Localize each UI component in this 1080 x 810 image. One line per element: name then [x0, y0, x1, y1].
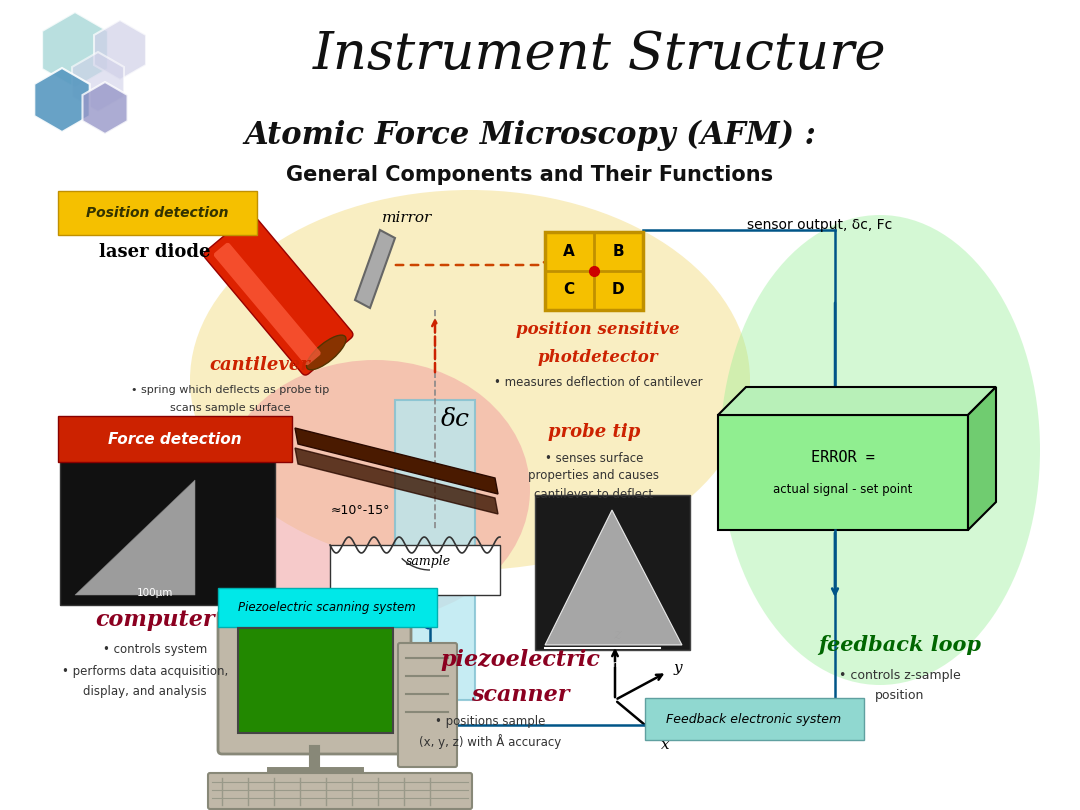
- FancyBboxPatch shape: [238, 628, 393, 733]
- Polygon shape: [42, 12, 108, 88]
- Polygon shape: [295, 448, 498, 514]
- Text: photdetector: photdetector: [538, 349, 659, 366]
- FancyBboxPatch shape: [330, 545, 500, 595]
- FancyBboxPatch shape: [218, 588, 437, 627]
- Text: • controls z-sample: • controls z-sample: [839, 668, 961, 681]
- Text: δc: δc: [441, 408, 470, 432]
- Text: General Components and Their Functions: General Components and Their Functions: [286, 165, 773, 185]
- Text: Position detection: Position detection: [85, 206, 228, 220]
- Polygon shape: [75, 480, 195, 595]
- Text: y: y: [674, 661, 683, 675]
- Text: z: z: [613, 628, 621, 642]
- FancyBboxPatch shape: [218, 611, 411, 754]
- Text: • measures deflection of cantilever: • measures deflection of cantilever: [494, 376, 702, 389]
- Text: mirror: mirror: [382, 211, 432, 225]
- FancyBboxPatch shape: [545, 232, 643, 310]
- FancyBboxPatch shape: [395, 400, 475, 700]
- Text: computer: computer: [95, 609, 215, 631]
- Text: ERROR =: ERROR =: [811, 450, 875, 464]
- Ellipse shape: [190, 190, 750, 570]
- Text: C: C: [564, 283, 575, 297]
- FancyBboxPatch shape: [208, 773, 472, 809]
- Text: 100μm: 100μm: [137, 588, 173, 598]
- Text: sensor output, δc, Fc: sensor output, δc, Fc: [747, 218, 893, 232]
- Text: laser diode: laser diode: [99, 243, 211, 261]
- Text: scanner: scanner: [471, 684, 569, 706]
- Text: Instrument Structure: Instrument Structure: [313, 29, 887, 80]
- FancyBboxPatch shape: [718, 415, 968, 530]
- Text: actual signal - set point: actual signal - set point: [773, 484, 913, 497]
- Text: • senses surface: • senses surface: [544, 451, 644, 464]
- Text: • positions sample: • positions sample: [435, 715, 545, 728]
- Polygon shape: [72, 52, 124, 112]
- Text: • controls system: • controls system: [103, 643, 207, 656]
- Polygon shape: [355, 230, 395, 308]
- Ellipse shape: [220, 360, 530, 620]
- FancyBboxPatch shape: [535, 495, 690, 650]
- Polygon shape: [94, 20, 146, 80]
- FancyBboxPatch shape: [60, 460, 275, 605]
- Text: cantilever to deflect: cantilever to deflect: [535, 488, 653, 501]
- Polygon shape: [718, 387, 996, 415]
- Text: • performs data acquisition,: • performs data acquisition,: [62, 666, 228, 679]
- FancyBboxPatch shape: [58, 416, 292, 462]
- Text: display, and analysis: display, and analysis: [83, 685, 206, 698]
- Text: scans sample surface: scans sample surface: [170, 403, 291, 413]
- Polygon shape: [295, 428, 498, 494]
- Text: Force detection: Force detection: [108, 432, 242, 446]
- Text: 1μm: 1μm: [602, 660, 622, 669]
- Text: • spring which deflects as probe tip: • spring which deflects as probe tip: [131, 385, 329, 395]
- Text: Piezoelectric scanning system: Piezoelectric scanning system: [238, 600, 416, 613]
- Text: B: B: [612, 245, 624, 259]
- Text: properties and causes: properties and causes: [528, 470, 660, 483]
- Text: Feedback electronic system: Feedback electronic system: [666, 713, 841, 726]
- FancyBboxPatch shape: [645, 698, 864, 740]
- Polygon shape: [35, 68, 90, 132]
- FancyBboxPatch shape: [58, 191, 257, 235]
- Polygon shape: [968, 387, 996, 530]
- Text: position: position: [875, 688, 924, 701]
- Text: D: D: [611, 283, 624, 297]
- FancyBboxPatch shape: [214, 243, 321, 365]
- Text: (x, y, z) with Å accuracy: (x, y, z) with Å accuracy: [419, 735, 562, 749]
- FancyBboxPatch shape: [204, 215, 353, 375]
- Text: ≈10°-15°: ≈10°-15°: [330, 504, 390, 517]
- Text: position sensitive: position sensitive: [516, 322, 679, 339]
- Text: probe tip: probe tip: [548, 423, 640, 441]
- Ellipse shape: [307, 335, 346, 370]
- Text: cantilever: cantilever: [210, 356, 310, 374]
- Polygon shape: [82, 82, 127, 134]
- FancyBboxPatch shape: [399, 643, 457, 767]
- Text: sample: sample: [405, 556, 450, 569]
- Text: A: A: [563, 245, 575, 259]
- Text: feedback loop: feedback loop: [819, 635, 982, 655]
- Text: piezoelectric: piezoelectric: [440, 649, 599, 671]
- Polygon shape: [545, 510, 681, 645]
- Ellipse shape: [720, 215, 1040, 685]
- Text: x: x: [661, 738, 670, 752]
- Text: Atomic Force Microscopy (AFM) :: Atomic Force Microscopy (AFM) :: [244, 119, 815, 151]
